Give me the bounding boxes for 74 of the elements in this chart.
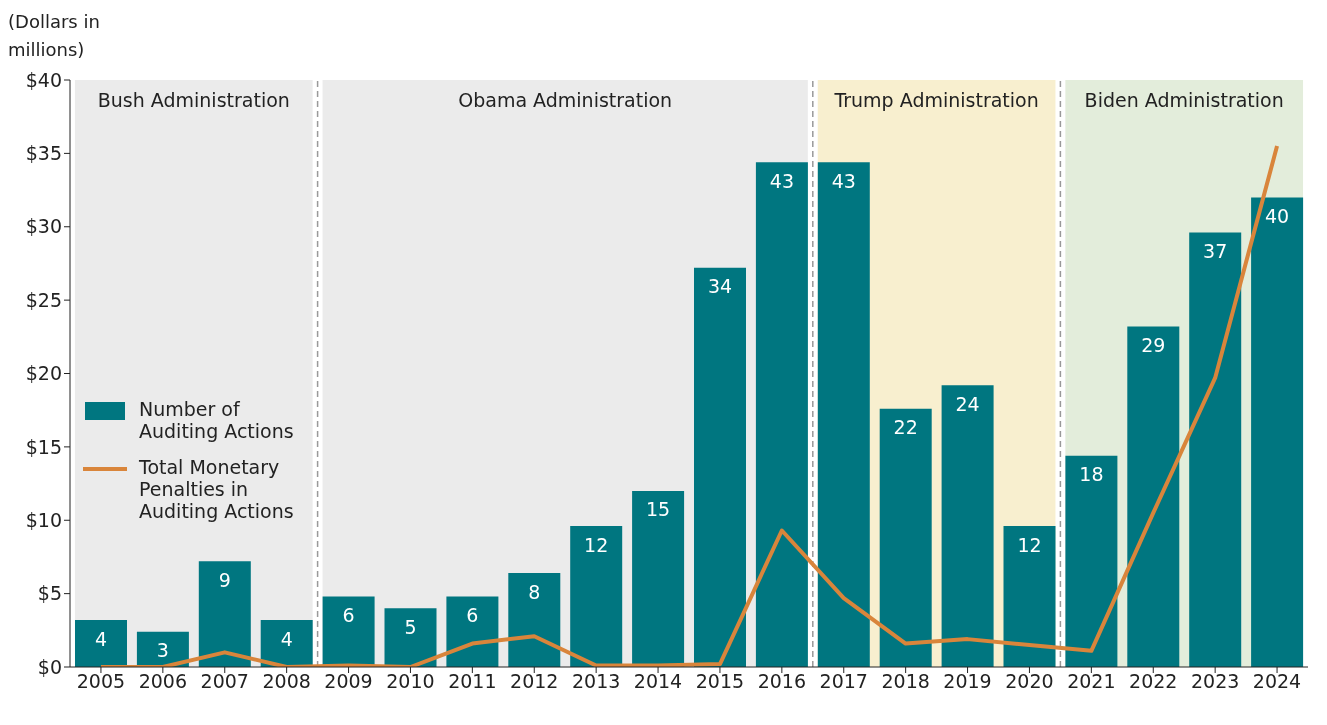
y-tick-label: $15 [25, 435, 62, 458]
data-label: 22 [893, 416, 918, 439]
y-tick-label: $5 [37, 582, 62, 605]
band-label: Trump Administration [833, 89, 1039, 112]
data-label: 34 [707, 275, 733, 298]
bar [694, 267, 746, 667]
data-label: 5 [404, 615, 417, 638]
bar [384, 608, 437, 667]
data-label: 12 [1017, 533, 1042, 556]
data-label: 43 [831, 169, 856, 192]
data-label: 40 [1265, 204, 1290, 227]
data-label: 24 [955, 392, 980, 415]
x-tick-label: 2008 [262, 670, 311, 693]
legend-label: Number of Auditing Actions [139, 398, 295, 442]
band-label: Biden Administration [1084, 89, 1284, 112]
x-tick-label: 2023 [1190, 670, 1240, 693]
y-tick-label: $0 [37, 655, 62, 678]
x-tick-label: 2014 [633, 670, 683, 693]
x-tick-label: 2021 [1067, 670, 1116, 693]
x-tick-label: 2007 [200, 670, 249, 693]
x-tick-label: 2013 [571, 670, 621, 693]
data-label: 6 [466, 604, 479, 627]
bar [1065, 455, 1118, 667]
x-tick-label: 2017 [819, 670, 868, 693]
band-label: Obama Administration [458, 89, 673, 112]
y-axis-title: (Dollars in millions) [8, 10, 101, 62]
bar [198, 561, 251, 667]
bar [941, 385, 994, 667]
x-tick-label: 2018 [881, 670, 930, 693]
bar [570, 526, 623, 667]
data-label: 12 [584, 533, 609, 556]
x-tick-label: 2012 [510, 670, 559, 693]
y-tick-label: $20 [25, 362, 62, 385]
bar [508, 573, 561, 667]
bar [1251, 197, 1304, 667]
x-tick-label: 2015 [695, 670, 745, 693]
bar [1003, 526, 1056, 667]
data-label: 29 [1141, 334, 1166, 357]
bar [260, 620, 313, 667]
legend-label: Total Monetary Penalties in Auditing Actions [139, 456, 295, 522]
bar [755, 162, 808, 667]
data-label: 4 [94, 627, 108, 650]
x-tick-label: 2024 [1252, 670, 1302, 693]
x-tick-label: 2011 [448, 670, 497, 693]
bar [1127, 326, 1180, 667]
data-label: 6 [342, 604, 355, 627]
data-label: 3 [156, 639, 169, 662]
bar [322, 596, 375, 667]
data-label: 18 [1079, 463, 1104, 486]
y-tick-label: $25 [25, 288, 62, 311]
x-tick-label: 2006 [138, 670, 188, 693]
x-tick-label: 2009 [324, 670, 373, 693]
data-label: 37 [1203, 240, 1228, 263]
data-label: 8 [528, 580, 541, 603]
band-label: Bush Administration [97, 89, 290, 112]
x-tick-label: 2019 [943, 670, 992, 693]
data-label: 4 [280, 627, 293, 650]
bar [817, 162, 870, 667]
y-tick-label: $40 [25, 68, 62, 91]
x-tick-label: 2020 [1005, 670, 1054, 693]
y-tick-label: $35 [25, 142, 62, 165]
y-tick-label: $30 [25, 215, 62, 238]
y-tick-label: $10 [25, 508, 62, 531]
x-tick-label: 2016 [757, 670, 807, 693]
data-label: 9 [218, 568, 231, 591]
bar [879, 408, 932, 667]
data-label: 43 [769, 169, 794, 192]
data-label: 15 [646, 498, 671, 521]
x-tick-label: 2022 [1129, 670, 1178, 693]
bar [75, 620, 127, 667]
x-tick-label: 2005 [76, 670, 126, 693]
bar [1189, 232, 1242, 667]
bar [632, 490, 685, 667]
x-tick-label: 2010 [386, 670, 435, 693]
